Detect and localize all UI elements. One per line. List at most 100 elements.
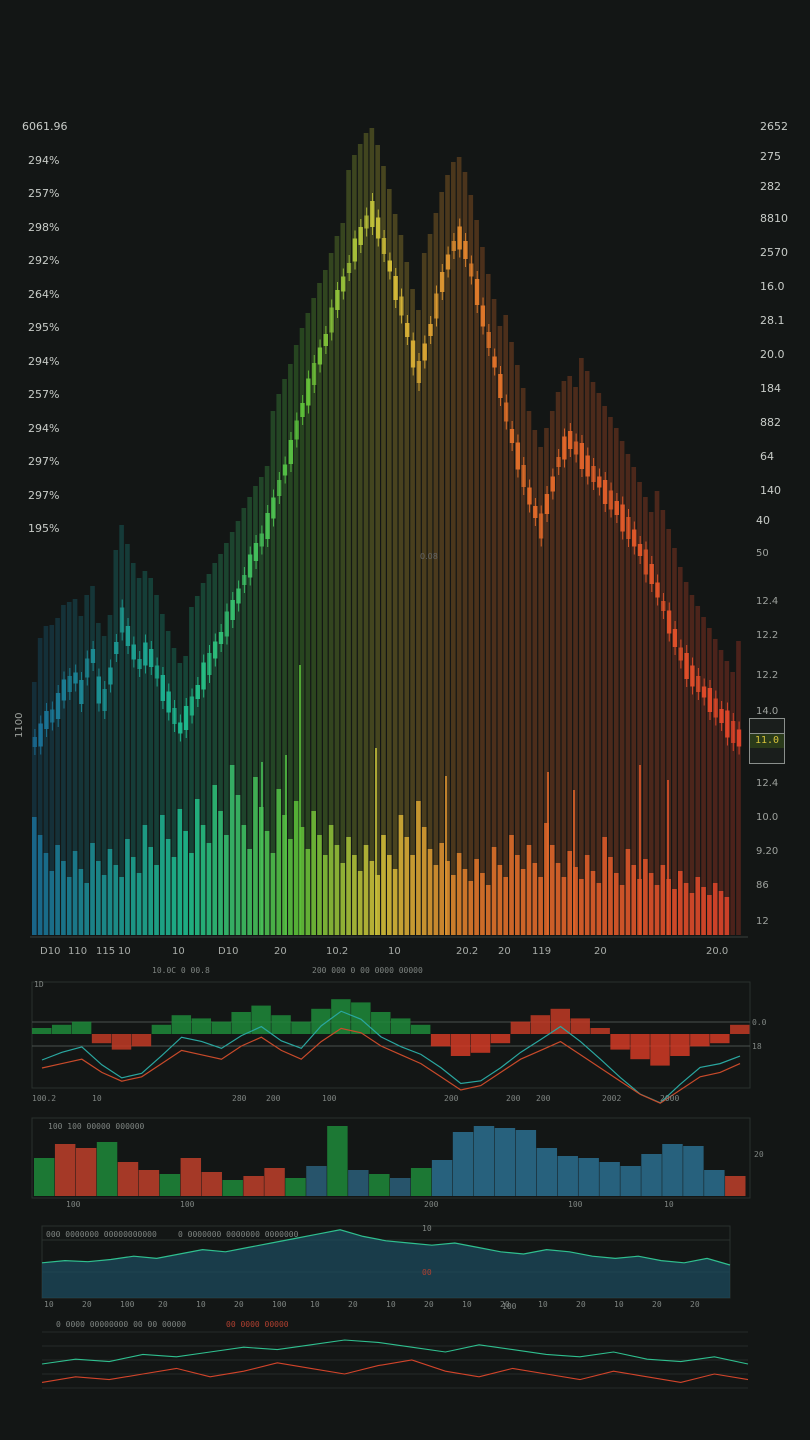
panel2-caption: 100 100 00000 000000 [48, 1122, 145, 1131]
volume-bar [515, 855, 520, 935]
background-bar [561, 381, 567, 935]
candle-body [678, 647, 684, 661]
background-bar [340, 223, 346, 935]
right-axis-label: 282 [760, 180, 781, 193]
volume-bar [107, 849, 113, 935]
candle-body [428, 324, 433, 336]
right-axis-label: 140 [760, 484, 781, 497]
candle-body [213, 641, 218, 659]
volume-bar [334, 845, 340, 935]
price-tag[interactable]: 11.0 [749, 718, 785, 764]
candle-body [597, 476, 602, 488]
right-axis-label: 12.2 [756, 670, 779, 681]
background-bar [462, 172, 468, 935]
panel1-bar [391, 1018, 411, 1034]
candle-body [143, 642, 148, 666]
background-bar [619, 441, 625, 935]
indicator-panel-2 [31, 1117, 751, 1199]
background-bar [363, 133, 369, 935]
background-bar [78, 616, 84, 935]
candle-body [44, 711, 49, 729]
candle-body [655, 582, 660, 598]
background-bar [549, 411, 555, 935]
panel2-bar [473, 1126, 495, 1196]
candle-body [119, 607, 125, 633]
volume-bar [96, 861, 101, 935]
right-axis-label: 28.1 [760, 314, 785, 327]
volume-bar [72, 851, 78, 935]
panel3-x-label: 20 [500, 1300, 510, 1309]
panel1-bar [590, 1028, 610, 1034]
candle-body [538, 513, 544, 539]
volume-bar [474, 859, 479, 935]
volume-bar [654, 885, 660, 935]
side-label: 1100 [14, 712, 25, 738]
volume-bar [689, 893, 695, 935]
main-x-label: 115 [96, 946, 116, 957]
volume-bar [78, 869, 84, 935]
panel2-bar [683, 1146, 704, 1196]
volume-bar [311, 811, 316, 935]
volume-bar [130, 857, 136, 935]
candle-body [218, 632, 224, 644]
candle-body [556, 457, 561, 467]
candle-body [585, 455, 590, 477]
background-bar [654, 491, 660, 935]
panel2-bar [369, 1174, 390, 1196]
panel3-red-tag: 00 [422, 1268, 432, 1277]
background-bar [101, 636, 107, 935]
background-bar [730, 672, 735, 935]
background-bar [538, 447, 543, 935]
background-bar [258, 477, 264, 935]
panel1-x-label: 200 [536, 1094, 551, 1103]
volume-bar [427, 849, 433, 935]
volume-bar [293, 801, 299, 935]
background-bar [317, 283, 322, 935]
volume-bar [381, 835, 386, 935]
panel1-bar [251, 1005, 271, 1034]
volume-bar [90, 843, 95, 935]
background-bar [445, 175, 450, 935]
background-bar [480, 247, 485, 935]
background-bar [701, 617, 706, 935]
candle-body [719, 709, 724, 723]
panel2-bar [96, 1142, 118, 1196]
panel1-bar [430, 1034, 451, 1047]
panel2-bar [494, 1128, 516, 1196]
background-bar [194, 596, 200, 935]
main-x-label: 20 [594, 946, 607, 957]
volume-bar [270, 853, 276, 935]
volume-bar [177, 809, 183, 935]
volume-bar [608, 857, 613, 935]
background-bar [113, 550, 119, 935]
background-bar [357, 144, 363, 935]
panel2-bar [641, 1154, 662, 1196]
background-bar [602, 406, 607, 935]
panel1-x-label: 2000 [660, 1094, 680, 1103]
background-bar [154, 595, 159, 935]
volume-bar [136, 873, 142, 935]
volume-bar [672, 889, 677, 935]
panel2-bar [620, 1166, 641, 1196]
background-bar [352, 155, 357, 935]
panel1-x-label: 2002 [602, 1094, 622, 1103]
candle-body [434, 293, 439, 319]
main-x-label: 10 [118, 946, 131, 957]
candle-body [166, 691, 171, 713]
candle-body [666, 610, 672, 634]
panel1-bar [670, 1034, 690, 1056]
right-axis-label: 16.0 [760, 280, 785, 293]
panel1-bar [710, 1034, 730, 1044]
background-bar [532, 430, 538, 935]
panel2-bar [54, 1144, 76, 1196]
background-bar [177, 663, 183, 935]
panel3-caption-2: 0 0000000 0000000 0000000 [178, 1230, 299, 1239]
candle-body [469, 263, 474, 277]
volume-bar [264, 831, 270, 935]
indicator-panel-1 [31, 981, 751, 1104]
panel2-bar [222, 1180, 243, 1196]
background-bar [311, 298, 316, 935]
background-bar [299, 328, 305, 935]
panel1-bar [32, 1028, 52, 1034]
right-axis-label: 12.4 [756, 596, 779, 607]
